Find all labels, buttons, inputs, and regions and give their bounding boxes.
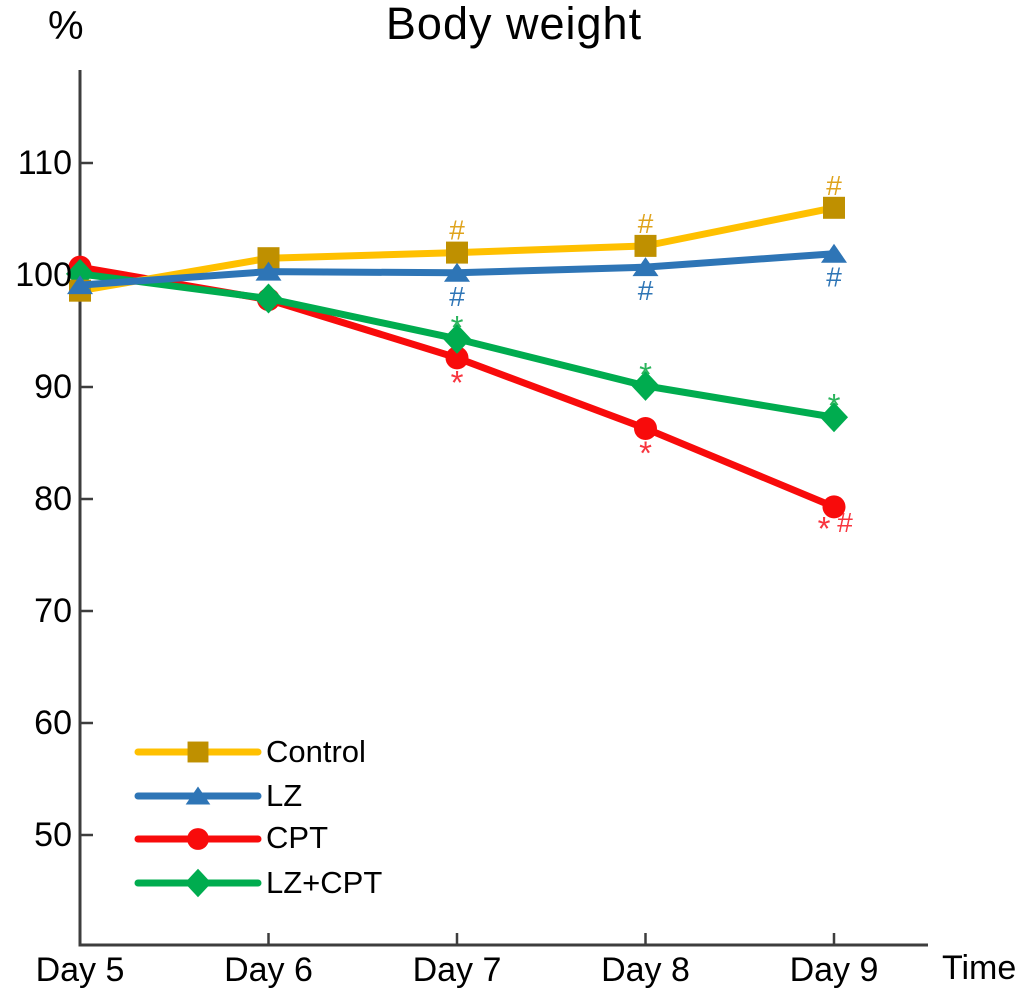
legend-label-lz-cpt: LZ+CPT xyxy=(266,865,383,900)
y-tick-label-50: 50 xyxy=(34,816,72,854)
chart-title: Body weight xyxy=(385,0,643,49)
data-point-lz-cpt-day-6 xyxy=(254,283,283,314)
data-point-lz-cpt-day-8 xyxy=(631,370,660,401)
legend-label-cpt: CPT xyxy=(266,820,328,855)
legend-marker-cpt xyxy=(187,828,209,850)
data-point-cpt-day-7 xyxy=(445,346,469,370)
x-tick-label-9: Day 9 xyxy=(789,951,879,989)
y-tick-label-70: 70 xyxy=(34,592,72,630)
annotation-hash: # xyxy=(449,281,465,312)
data-point-control-day-7 xyxy=(446,241,468,264)
data-point-lz-cpt-day-7 xyxy=(443,323,471,354)
data-point-control-day-9 xyxy=(823,196,845,219)
annotation-hash: # xyxy=(826,170,842,201)
annotation-star: * xyxy=(451,309,464,346)
data-point-lz-day-7 xyxy=(444,262,470,282)
annotation-hash: # xyxy=(638,208,654,239)
data-point-lz-day-9 xyxy=(821,243,847,263)
x-axis-title: Time xyxy=(942,949,1017,987)
legend-marker-lz xyxy=(185,786,211,805)
data-point-lz-day-8 xyxy=(632,257,659,277)
legend-label-lz: LZ xyxy=(266,778,303,813)
y-axis-unit-label: % xyxy=(48,4,84,48)
x-tick-label-8: Day 8 xyxy=(601,951,690,989)
data-point-control-day-8 xyxy=(634,234,657,257)
legend-marker-layer xyxy=(134,741,262,898)
legend-marker-lz-cpt xyxy=(184,868,212,898)
annotation-star: * xyxy=(639,356,652,393)
data-point-lz-cpt-day-9 xyxy=(820,402,848,433)
data-point-cpt-day-8 xyxy=(634,416,657,440)
x-tick-label-5: Day 5 xyxy=(35,951,125,989)
y-tick-label-90: 90 xyxy=(34,368,72,406)
significance-annotations: # ### # #****** # xyxy=(449,170,853,547)
data-point-lz-day-6 xyxy=(255,261,282,281)
x-tick-label-6: Day 6 xyxy=(224,951,313,989)
data-point-control-day-6 xyxy=(257,247,280,270)
y-tick-label-100: 100 xyxy=(15,256,72,294)
annotation-star: * xyxy=(451,364,464,401)
annotation-hash: # xyxy=(826,262,842,293)
legend-label-control: Control xyxy=(266,734,366,769)
annotation-star: * xyxy=(639,434,652,471)
annotation-hash: # xyxy=(638,275,654,306)
annotation-hash: # xyxy=(837,507,853,538)
axes xyxy=(78,70,928,947)
y-tick-label-110: 110 xyxy=(17,144,72,182)
y-tick-label-80: 80 xyxy=(34,480,72,518)
annotation-hash: # xyxy=(449,215,465,246)
legend-marker-control xyxy=(187,741,209,763)
data-point-lz-day-5 xyxy=(67,275,93,295)
annotation-star: * xyxy=(828,387,841,424)
annotation-star: * xyxy=(818,510,831,547)
data-point-cpt-day-9 xyxy=(822,495,846,519)
data-series-layer xyxy=(66,196,848,519)
x-tick-label-7: Day 7 xyxy=(412,951,502,989)
y-tick-label-60: 60 xyxy=(34,704,72,742)
